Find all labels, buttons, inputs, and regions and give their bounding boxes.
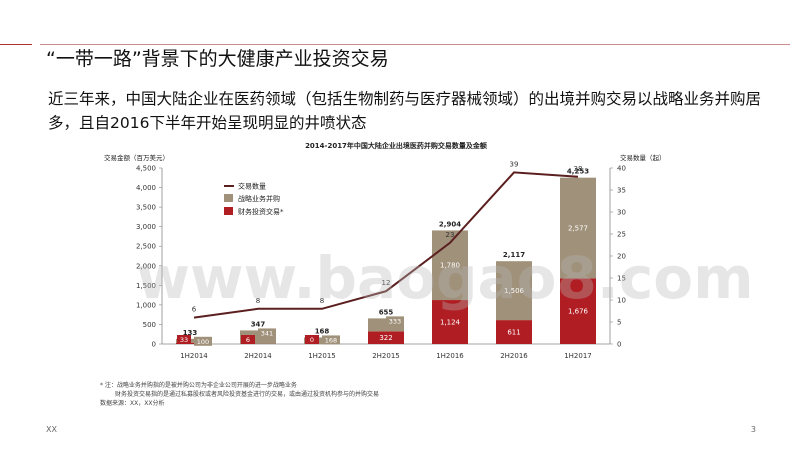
bar-financial (560, 278, 596, 344)
deal-count-line (193, 171, 579, 319)
bar-label-financial: 1,676 (568, 308, 589, 316)
bar-label-financial: 611 (507, 329, 520, 337)
y-right-tick-label: 35 (617, 187, 626, 195)
footnote-financial: 财务投资交易指的是通过私募股权或者风险投资基金进行的交易，或由通过投资机构参与的… (115, 391, 380, 398)
bar-total-label: 4,253 (567, 168, 589, 176)
bar-financial (496, 320, 532, 344)
bar-label-financial: 6 (246, 336, 250, 344)
legend-swatch-strategic (224, 194, 233, 202)
bar-total-label: 655 (379, 308, 394, 316)
y-left-tick-label: 2,000 (136, 262, 156, 270)
deal-count-label: 23 (446, 231, 455, 239)
y-right-tick-label: 40 (617, 165, 626, 173)
bar-label-financial-box (177, 335, 191, 344)
slide-title: “一带一路”背景下的大健康产业投资交易 (46, 48, 389, 70)
bar-label-strategic: 2,577 (568, 225, 588, 233)
bar-financial (432, 300, 468, 344)
y-left-tick-label: 500 (143, 321, 156, 329)
deal-count-label: 8 (256, 297, 260, 305)
bar-label-financial: 33 (180, 336, 188, 344)
y-left-tick-label: 1,500 (136, 282, 156, 290)
data-source: 数据来源：XX，XX分析 (100, 400, 165, 407)
bar-total-label: 168 (315, 327, 330, 335)
footnote-strategic: * 注：战略业务并购指的是被并购公司为非企业公司开展的进一步战略业务 (100, 382, 297, 389)
y-right-tick-label: 5 (617, 319, 621, 327)
bar-label-strategic: 1,780 (440, 262, 460, 270)
deal-count-label: 6 (192, 306, 197, 314)
y-right-tick-label: 15 (617, 275, 626, 283)
watermark: www.baogao8.com (136, 244, 753, 312)
y-axis-right-label: 交易数量（起） (620, 153, 666, 162)
deal-count-label: 39 (510, 160, 519, 168)
bar-total-label: 2,117 (503, 251, 525, 259)
bar-label-strategic: 168 (325, 336, 337, 344)
x-tick-label: 2H2015 (372, 352, 400, 360)
x-tick-label: 1H2015 (308, 352, 336, 360)
y-left-tick-label: 4,500 (136, 165, 156, 173)
deal-count-label: 8 (320, 297, 324, 305)
legend-label-strategic: 战略业务并购 (238, 194, 280, 203)
bar-label-strategic: 341 (261, 329, 273, 337)
title-rule-left (0, 44, 32, 45)
deal-count-label: 38 (574, 165, 583, 173)
footer-left: XX (46, 425, 57, 434)
bar-label-strategic: 100 (197, 338, 209, 346)
bar-label-strategic: 1,506 (504, 287, 525, 295)
slide-body-text: 近三年来，中国大陆企业在医药领域（包括生物制药与医疗器械领域）的出境并购交易以战… (48, 90, 762, 132)
bar-strategic (496, 261, 532, 321)
bar-label-financial: 1,124 (440, 319, 461, 327)
bar-label-strategic-box (386, 316, 404, 326)
title-rule-right (40, 44, 790, 45)
bar-total-label: 2,904 (439, 220, 461, 228)
y-axis-left-label: 交易金额（百万美元） (104, 153, 169, 162)
bar-label-financial: 322 (379, 334, 392, 342)
bar-label-financial: 0 (310, 336, 314, 344)
y-left-tick-label: 2,500 (136, 243, 156, 251)
x-tick-label: 1H2014 (180, 352, 208, 360)
x-tick-label: 2H2016 (500, 352, 528, 360)
bar-label-financial-box (241, 335, 255, 344)
y-right-tick-label: 10 (617, 297, 626, 305)
bar-total-label: 133 (183, 329, 198, 337)
bar-financial (368, 331, 404, 344)
x-tick-label: 1H2016 (436, 352, 464, 360)
y-left-tick-label: 3,000 (136, 223, 156, 231)
legend-swatch-financial (224, 207, 233, 215)
y-right-tick-label: 20 (617, 253, 626, 261)
page-number: 3 (750, 425, 756, 434)
bar-label-strategic: 333 (389, 317, 401, 325)
deal-count-label: 12 (382, 279, 391, 287)
bar-label-strategic-box (322, 335, 340, 345)
legend-label-line: 交易数量 (238, 182, 266, 191)
y-right-tick-label: 25 (617, 231, 626, 239)
y-left-tick-label: 0 (152, 341, 156, 349)
y-left-tick-label: 3,500 (136, 204, 156, 212)
bar-label-strategic-box (194, 336, 212, 346)
y-right-tick-label: 30 (617, 209, 626, 217)
y-left-tick-label: 4,000 (136, 184, 156, 192)
bar-strategic (560, 177, 596, 279)
y-right-tick-label: 0 (617, 341, 621, 349)
x-tick-label: 2H2014 (244, 352, 272, 360)
bar-total-label: 347 (251, 320, 266, 328)
legend-label-financial: 财务投资交易* (238, 207, 284, 216)
x-tick-label: 1H2017 (564, 352, 592, 360)
bar-label-financial-box (305, 335, 319, 344)
bar-label-strategic-box (258, 328, 276, 338)
chart-title: 2014-2017年中国大陆企业出境医药并购交易数量及金额 (305, 141, 487, 150)
y-left-tick-label: 1,000 (136, 301, 156, 309)
